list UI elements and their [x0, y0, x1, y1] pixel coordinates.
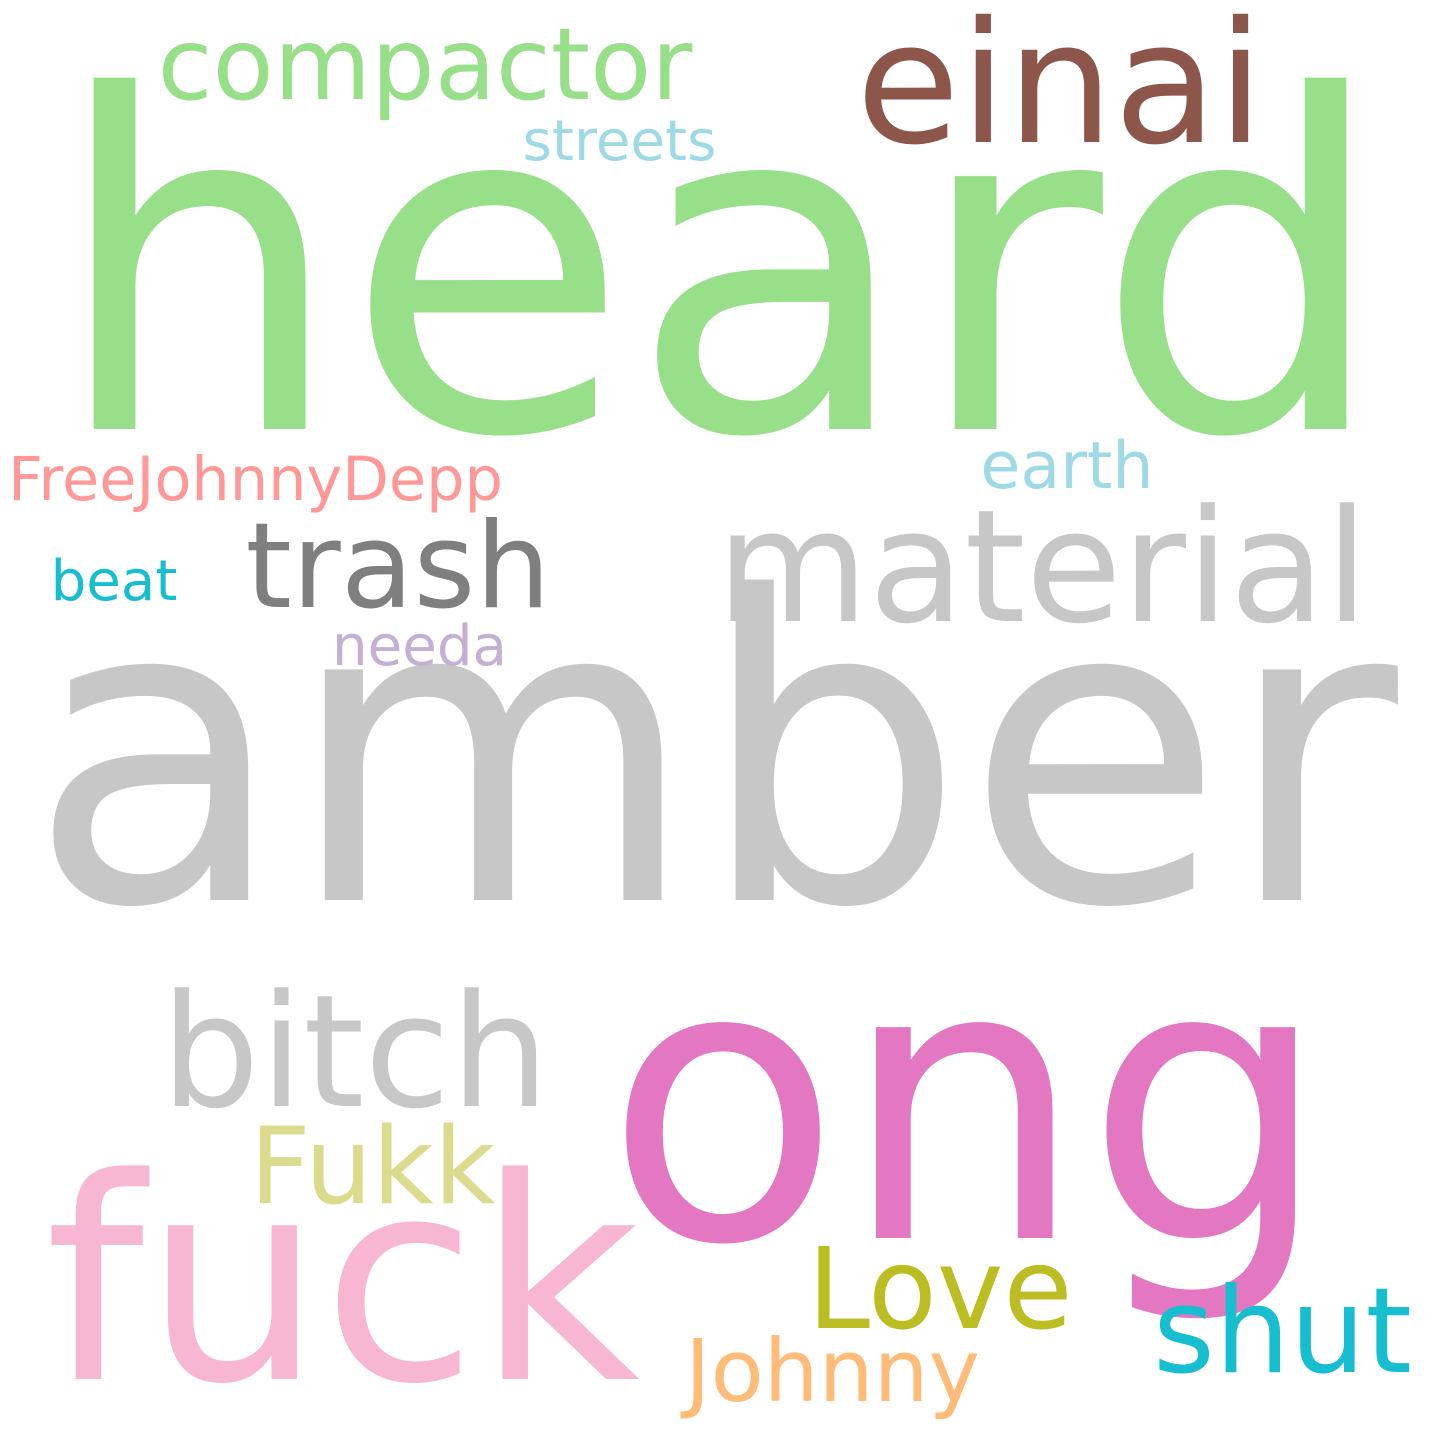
word-material: material	[716, 476, 1369, 659]
word-heard: heard	[51, 0, 1389, 539]
word-johnny: Johnny	[685, 1321, 980, 1423]
word-trash: trash	[245, 498, 551, 637]
word-ong: ong	[605, 880, 1330, 1330]
word-bitch: bitch	[160, 961, 550, 1144]
word-fukk: Fukk	[249, 1105, 496, 1230]
word-fuck: fuck	[45, 1118, 640, 1440]
word-einai: einai	[856, 0, 1264, 182]
word-needa: needa	[332, 614, 507, 680]
word-amber: amber	[28, 508, 1398, 1000]
word-freejohnnydepp: FreeJohnnyDepp	[8, 444, 503, 515]
word-compactor: compactor	[157, 6, 693, 123]
word-earth: earth	[980, 428, 1154, 504]
word-streets: streets	[522, 109, 717, 175]
word-beat: beat	[50, 549, 178, 615]
word-love: Love	[807, 1223, 1073, 1355]
word-shut: shut	[1153, 1263, 1412, 1402]
